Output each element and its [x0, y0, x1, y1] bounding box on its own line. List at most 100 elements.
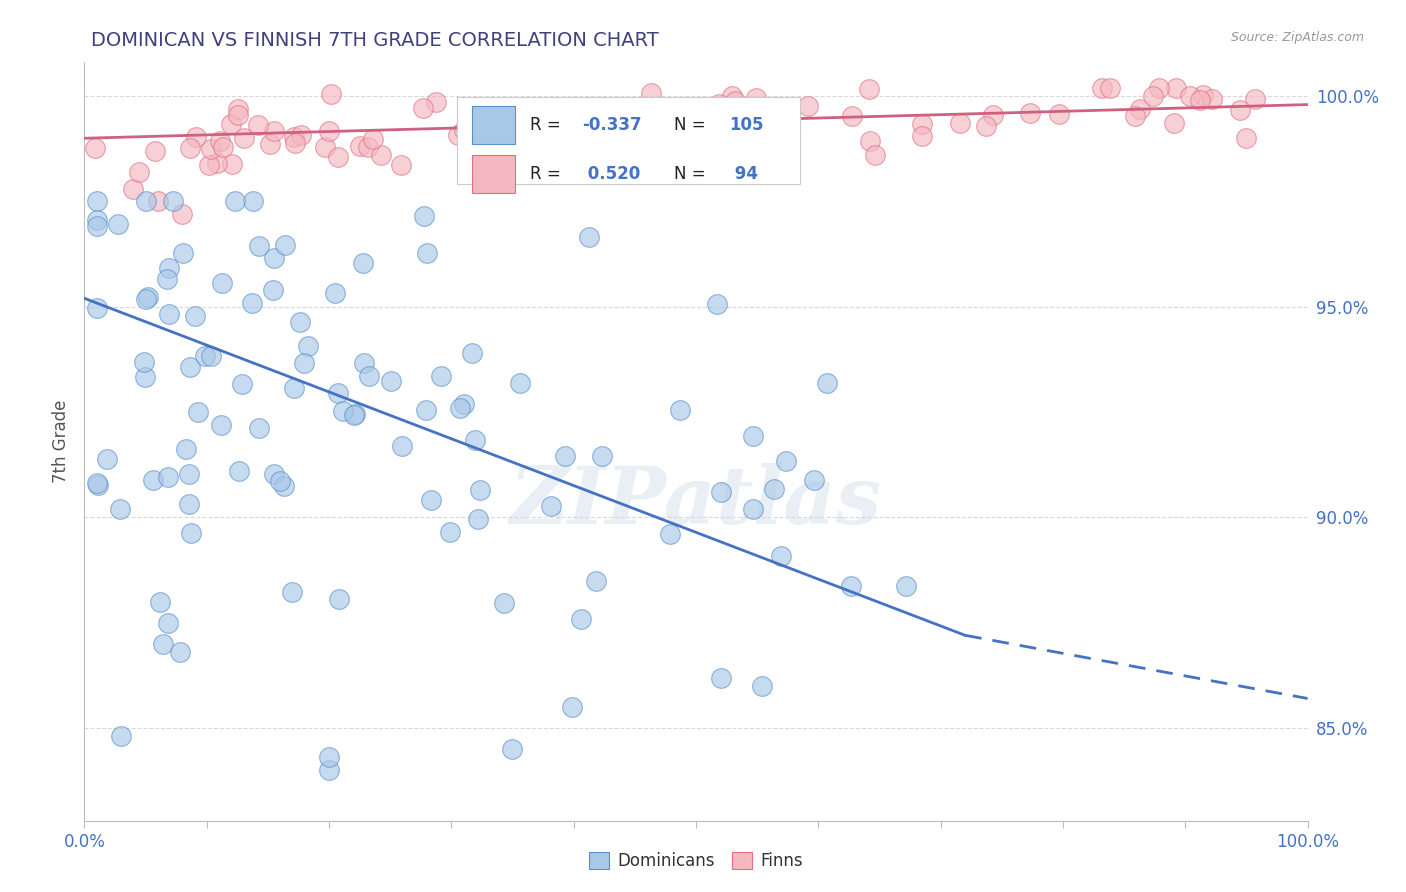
- Point: [179, 141, 201, 155]
- Point: [1098, 80, 1121, 95]
- Point: [1178, 89, 1201, 103]
- Text: DOMINICAN VS FINNISH 7TH GRADE CORRELATION CHART: DOMINICAN VS FINNISH 7TH GRADE CORRELATI…: [91, 31, 659, 50]
- Point: [478, 117, 501, 131]
- Point: [430, 369, 453, 384]
- Point: [412, 101, 434, 115]
- Point: [240, 295, 263, 310]
- Point: [172, 207, 194, 221]
- Point: [1234, 131, 1257, 145]
- Point: [505, 140, 527, 154]
- Point: [274, 237, 297, 252]
- Point: [464, 434, 486, 448]
- Point: [591, 450, 613, 464]
- Point: [948, 116, 970, 130]
- Point: [554, 449, 576, 463]
- Text: N =: N =: [673, 165, 711, 183]
- Point: [894, 579, 917, 593]
- Point: [107, 217, 129, 231]
- Point: [752, 131, 775, 145]
- Point: [688, 114, 710, 128]
- Point: [1163, 116, 1185, 130]
- Point: [86, 219, 108, 233]
- Point: [859, 134, 882, 148]
- Point: [352, 256, 374, 270]
- Point: [219, 117, 242, 131]
- Point: [146, 194, 169, 209]
- Point: [1164, 80, 1187, 95]
- Point: [96, 452, 118, 467]
- Point: [863, 148, 886, 162]
- Point: [723, 131, 745, 145]
- Point: [524, 120, 547, 135]
- Point: [425, 95, 447, 109]
- Point: [419, 492, 441, 507]
- Point: [745, 90, 768, 104]
- Point: [658, 526, 681, 541]
- Point: [389, 158, 412, 172]
- Point: [135, 194, 157, 209]
- Point: [233, 131, 256, 145]
- Point: [231, 376, 253, 391]
- Point: [650, 126, 672, 140]
- Point: [292, 356, 315, 370]
- Point: [502, 742, 524, 756]
- Point: [569, 612, 592, 626]
- Point: [741, 428, 763, 442]
- Point: [741, 502, 763, 516]
- Point: [492, 596, 515, 610]
- Point: [328, 150, 350, 164]
- Point: [318, 750, 340, 764]
- Point: [361, 132, 384, 146]
- Point: [326, 386, 349, 401]
- Point: [675, 126, 697, 140]
- Point: [1018, 105, 1040, 120]
- Point: [84, 141, 107, 155]
- Point: [318, 763, 340, 777]
- Point: [209, 417, 232, 432]
- Point: [179, 359, 201, 374]
- Point: [156, 272, 179, 286]
- Point: [543, 113, 565, 128]
- Point: [283, 382, 305, 396]
- Point: [297, 339, 319, 353]
- Point: [692, 100, 714, 114]
- Point: [769, 549, 792, 564]
- Point: [620, 110, 643, 124]
- Point: [318, 124, 340, 138]
- Point: [177, 467, 200, 481]
- Point: [280, 584, 302, 599]
- Point: [841, 109, 863, 123]
- Point: [1129, 103, 1152, 117]
- Point: [710, 671, 733, 685]
- Point: [492, 121, 515, 136]
- Point: [467, 512, 489, 526]
- Point: [283, 129, 305, 144]
- Point: [156, 470, 179, 484]
- Point: [491, 115, 513, 129]
- Point: [149, 594, 172, 608]
- Point: [380, 374, 402, 388]
- Point: [288, 315, 311, 329]
- Point: [415, 403, 437, 417]
- Point: [976, 119, 998, 133]
- Y-axis label: 7th Grade: 7th Grade: [52, 400, 70, 483]
- Point: [413, 209, 436, 223]
- Point: [359, 368, 381, 383]
- Point: [228, 464, 250, 478]
- Point: [273, 479, 295, 493]
- Point: [328, 592, 350, 607]
- Point: [1142, 89, 1164, 103]
- Point: [226, 103, 249, 117]
- Point: [194, 349, 217, 363]
- Point: [449, 401, 471, 415]
- Point: [416, 246, 439, 260]
- Point: [169, 645, 191, 659]
- Point: [162, 194, 184, 209]
- Point: [242, 194, 264, 209]
- Point: [180, 525, 202, 540]
- Point: [134, 370, 156, 384]
- Point: [110, 730, 132, 744]
- Point: [721, 89, 744, 103]
- Text: -0.337: -0.337: [582, 116, 641, 134]
- Point: [353, 356, 375, 370]
